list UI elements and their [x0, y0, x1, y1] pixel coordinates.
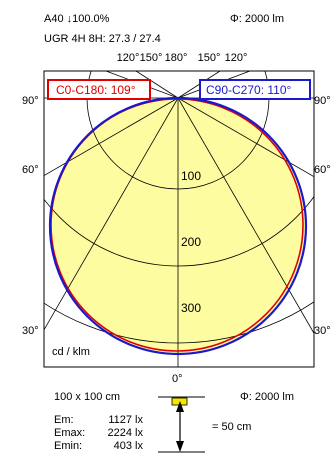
mounting-distance: = 50 cm [212, 421, 251, 433]
legend-c0-label: C0-C180: 109° [56, 83, 136, 97]
angle-label-90-right: 90° [314, 95, 331, 107]
luminous-flux-bottom: Φ: 2000 lm [240, 391, 294, 403]
ugr-value: UGR 4H 8H: 27.3 / 27.4 [44, 33, 161, 45]
ring-label-200: 200 [181, 235, 201, 249]
legend-c0-box [47, 79, 151, 100]
angle-label-90-left: 90° [22, 95, 39, 107]
angle-label-60-left: 60° [22, 164, 39, 176]
em-value: 1127 lx [108, 414, 143, 426]
angle-label-120-left: 120° [117, 52, 140, 64]
radial-60-right [177, 97, 314, 178]
arrow-down-icon [176, 441, 184, 452]
polar-plot [44, 71, 314, 367]
emin-value: 403 lx [114, 440, 144, 452]
angle-label-30-left: 30° [22, 325, 39, 337]
emin-label: Emin: [54, 440, 82, 452]
curve-c90-c270 [48, 96, 308, 356]
unit-label-bg [49, 344, 99, 358]
radial-30-left [44, 97, 179, 331]
angle-label-150-left: 150° [140, 52, 163, 64]
angle-label-150-right: 150° [198, 52, 221, 64]
angle-label-180: 180° [165, 52, 188, 64]
radial-30-right [177, 97, 314, 335]
unit-label: cd / klm [52, 346, 90, 358]
angle-label-30-right: 30° [314, 325, 331, 337]
angle-label-60-right: 60° [314, 164, 331, 176]
legend-c90-box [199, 79, 311, 100]
ring-label-100: 100 [181, 169, 201, 183]
arrow-up-icon [176, 401, 184, 412]
em-label: Em: [54, 414, 74, 426]
ring-label-300: 300 [181, 301, 201, 315]
radial-60-left [44, 97, 179, 177]
luminaire-code: A40 ↓100.0% [44, 13, 110, 25]
area-size: 100 x 100 cm [54, 391, 120, 403]
luminous-flux-header: Φ: 2000 lm [230, 13, 284, 25]
angle-label-120-right: 120° [225, 52, 248, 64]
legend-c90-label: C90-C270: 110° [206, 83, 291, 97]
emax-value: 2224 lx [108, 427, 144, 439]
emax-label: Emax: [54, 427, 85, 439]
radial-150-left [135, 71, 179, 99]
angle-label-0: 0° [172, 373, 183, 385]
